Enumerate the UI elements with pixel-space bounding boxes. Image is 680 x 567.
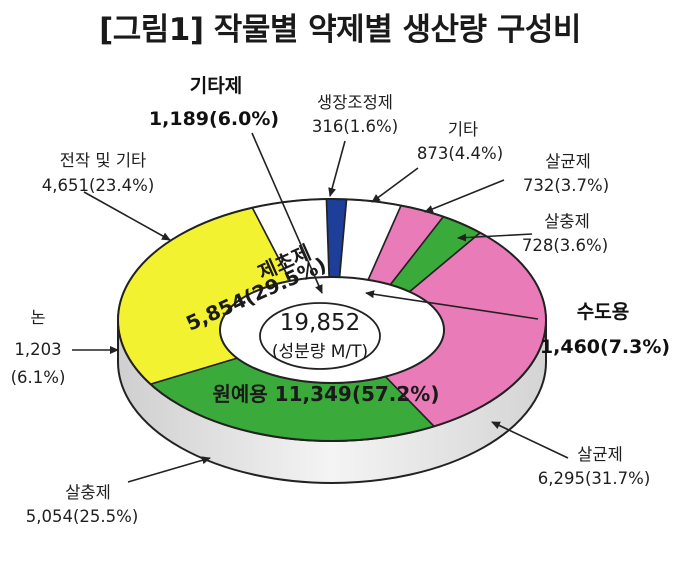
fung-small-label-name: 살균제 (545, 152, 591, 171)
ins-small-label-name: 살충제 (544, 212, 590, 231)
ins-small-label-value: 728(3.6%) (522, 236, 608, 255)
center-oval (259, 302, 381, 370)
fung-big-label-value: 6,295(31.7%) (538, 469, 651, 488)
chart-title: [그림1] 작물별 약제별 생산량 구성비 (99, 12, 581, 48)
ins-big-label-value: 5,054(25.5%) (26, 507, 139, 526)
fung-small-label-value: 732(3.7%) (523, 176, 609, 195)
pgr-label-name: 생장조정제 (317, 93, 393, 112)
upland-label-value: 4,651(23.4%) (42, 176, 155, 195)
misc-label-name: 기타제 (190, 75, 242, 97)
center-total: 19,852 (280, 310, 360, 336)
leader-lines (72, 132, 569, 483)
rice-label-value: 1,460(7.3%) (540, 336, 670, 358)
etc-label-name: 기타 (448, 120, 478, 139)
misc-label-value: 1,189(6.0%) (149, 108, 279, 130)
paddy-label-pct: (6.1%) (11, 368, 66, 387)
fung-big-label-name: 살균제 (577, 445, 623, 464)
pgr-label-value: 316(1.6%) (312, 117, 398, 136)
donut-outline (117, 198, 547, 442)
upland-label-name: 전작 및 기타 (60, 151, 146, 170)
paddy-label-value: 1,203 (14, 340, 61, 359)
rice-label-name: 수도용 (577, 301, 629, 323)
ins-big-label-name: 살충제 (65, 483, 111, 502)
hort-inner-label: 원예용 11,349(57.2%) (212, 382, 439, 406)
etc-label-value: 873(4.4%) (417, 144, 503, 163)
center-unit: (성분량 M/T) (272, 342, 368, 362)
paddy-label-name: 논 (30, 308, 45, 327)
